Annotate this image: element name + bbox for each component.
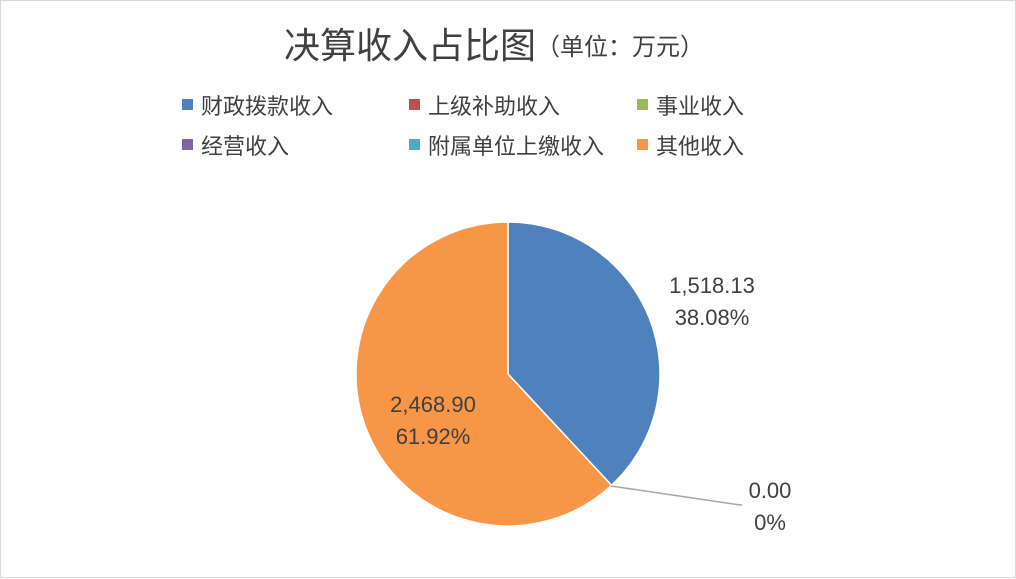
pie-slice [355,221,613,527]
legend-label: 上级补助收入 [428,95,560,120]
pie-slices [355,221,661,527]
chart-title-unit: （单位：万元） [536,33,704,61]
legend-label: 财政拨款收入 [201,95,333,120]
data-label-percent: 38.08% [675,305,750,330]
legend-swatch [409,99,420,110]
legend: 财政拨款收入 上级补助收入 事业收入 经营收入 附属单位上缴收入 其他收入 [182,95,744,160]
legend-swatch [182,139,193,150]
data-labels: 1,518.13 38.08% 0.00 0% 2,468.90 61.92% [390,273,791,535]
legend-label: 事业收入 [656,95,744,120]
data-label-percent: 61.92% [396,424,471,449]
pie-slice [507,221,661,487]
data-label-value: 0.00 [749,478,792,503]
leader-line [610,485,742,506]
legend-label: 附属单位上缴收入 [428,135,604,160]
legend-label: 其他收入 [656,135,744,160]
legend-label: 经营收入 [201,135,289,160]
data-label-value: 2,468.90 [390,392,476,417]
data-label-percent: 0% [754,510,786,535]
chart-title: 决算收入占比图（单位：万元） [284,26,704,67]
data-label-value: 1,518.13 [669,273,755,298]
legend-swatch [637,99,648,110]
legend-swatch [637,139,648,150]
legend-swatch [182,99,193,110]
legend-swatch [409,139,420,150]
chart-title-main: 决算收入占比图 [284,26,536,67]
